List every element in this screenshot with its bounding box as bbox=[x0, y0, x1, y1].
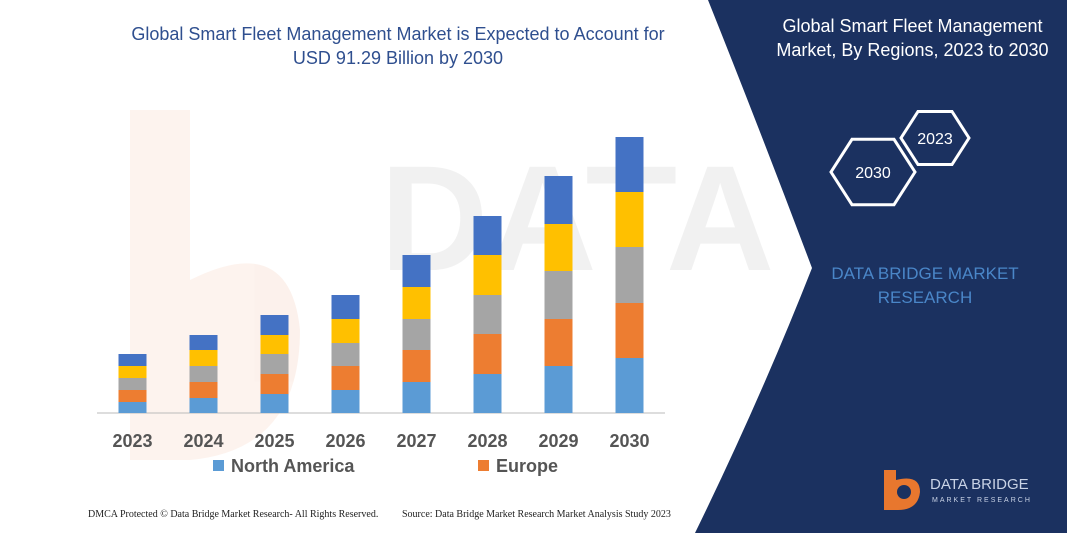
legend-label: Europe bbox=[496, 456, 558, 476]
bar-segment bbox=[118, 402, 147, 413]
logo-name: DATA BRIDGE bbox=[930, 476, 1029, 493]
bar-segment bbox=[189, 350, 218, 366]
x-tick-label: 2023 bbox=[112, 431, 152, 451]
bar-segment bbox=[402, 255, 431, 287]
brand-text: DATA BRIDGE MARKET RESEARCH bbox=[831, 264, 1019, 307]
hexagon bbox=[829, 137, 917, 207]
bar-segment bbox=[544, 176, 573, 224]
bar-segment bbox=[544, 271, 573, 319]
x-tick-label: 2025 bbox=[254, 431, 294, 451]
bar-segment bbox=[402, 319, 431, 350]
bar-segment bbox=[189, 335, 218, 350]
bar-segment bbox=[118, 354, 147, 366]
bar-segment bbox=[615, 137, 644, 192]
hexagon-label: 2030 bbox=[855, 165, 891, 182]
bar-segment bbox=[331, 319, 360, 343]
bar-segment bbox=[544, 224, 573, 271]
x-tick-label: 2027 bbox=[396, 431, 436, 451]
legend-label: North America bbox=[231, 456, 355, 476]
bar-segment bbox=[615, 303, 644, 358]
bar-segment bbox=[331, 343, 360, 366]
bar-segment bbox=[615, 358, 644, 413]
bar-segment bbox=[615, 192, 644, 247]
bar-segment bbox=[331, 295, 360, 319]
bar-segment bbox=[473, 216, 502, 255]
x-tick-label: 2026 bbox=[325, 431, 365, 451]
logo-tagline: MARKET RESEARCH bbox=[932, 497, 1032, 504]
bar-segment bbox=[189, 382, 218, 398]
bar-segment bbox=[402, 350, 431, 382]
side-panel bbox=[695, 0, 1067, 533]
x-tick-label: 2030 bbox=[609, 431, 649, 451]
bar-segment bbox=[118, 366, 147, 378]
bar-segment bbox=[473, 374, 502, 413]
footer-right: Source: Data Bridge Market Research Mark… bbox=[402, 509, 671, 520]
x-tick-label: 2028 bbox=[467, 431, 507, 451]
bar-segment bbox=[260, 335, 289, 354]
bar-segment bbox=[473, 255, 502, 295]
bar-segment bbox=[544, 319, 573, 366]
bar-segment bbox=[260, 354, 289, 374]
hexagon bbox=[899, 109, 971, 167]
bar-segment bbox=[615, 247, 644, 303]
bar-segment bbox=[189, 398, 218, 413]
bar-segment bbox=[260, 374, 289, 394]
bar-segment bbox=[260, 315, 289, 335]
hexagon-label: 2023 bbox=[917, 131, 953, 148]
bar-segment bbox=[331, 366, 360, 390]
bar-segment bbox=[544, 366, 573, 413]
bar-segment bbox=[402, 382, 431, 413]
legend-swatch bbox=[213, 460, 224, 471]
chart-title: Global Smart Fleet Management Market is … bbox=[131, 24, 665, 68]
footer-left: DMCA Protected © Data Bridge Market Rese… bbox=[88, 509, 379, 520]
bar-segment bbox=[118, 378, 147, 390]
bar-segment bbox=[473, 295, 502, 334]
bar-segment bbox=[189, 366, 218, 382]
panel-title: Global Smart Fleet Management Market, By… bbox=[776, 16, 1049, 60]
x-tick-label: 2029 bbox=[538, 431, 578, 451]
legend-swatch bbox=[478, 460, 489, 471]
bar-segment bbox=[473, 334, 502, 374]
bar-segment bbox=[402, 287, 431, 319]
bar-segment bbox=[331, 390, 360, 413]
logo-icon bbox=[884, 470, 920, 510]
bar-segment bbox=[260, 394, 289, 413]
x-tick-label: 2024 bbox=[183, 431, 223, 451]
bar-segment bbox=[118, 390, 147, 402]
